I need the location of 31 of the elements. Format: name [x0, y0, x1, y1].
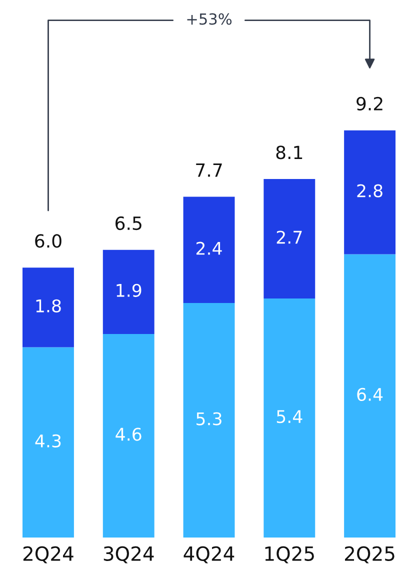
- bar: [102, 250, 154, 334]
- bar: [22, 347, 74, 538]
- x-tick-label: 2Q24: [23, 546, 74, 564]
- x-tick-label: 2Q25: [345, 546, 394, 564]
- total-label: 8.1: [276, 146, 302, 160]
- x-tick-label: 3Q24: [104, 546, 154, 564]
- bar: [22, 268, 74, 348]
- data-label: 2.8: [357, 184, 382, 198]
- bar: [264, 298, 316, 538]
- bar: [344, 254, 396, 538]
- total-label: 9.2: [356, 96, 382, 111]
- bar: [183, 196, 235, 303]
- x-tick-label: 1Q25: [265, 546, 314, 564]
- data-label: 4.3: [35, 434, 61, 448]
- bar: [264, 179, 316, 299]
- data-label: 2.4: [196, 242, 222, 255]
- bar: [344, 130, 396, 254]
- data-label: 2.7: [276, 230, 302, 244]
- data-label: 5.4: [276, 410, 302, 424]
- data-label: 6.4: [357, 388, 383, 401]
- total-label: 7.7: [196, 164, 222, 177]
- data-label: 1.9: [116, 284, 142, 297]
- data-label: 1.8: [36, 299, 61, 312]
- total-label: 6.0: [35, 234, 62, 248]
- data-label: 4.6: [116, 428, 142, 441]
- x-tick-label: 4Q24: [184, 546, 234, 564]
- data-label: 5.3: [196, 412, 222, 426]
- text: +53%: [187, 13, 232, 25]
- total-label: 6.5: [116, 216, 142, 230]
- bar: [102, 334, 154, 538]
- bar: [183, 302, 235, 538]
